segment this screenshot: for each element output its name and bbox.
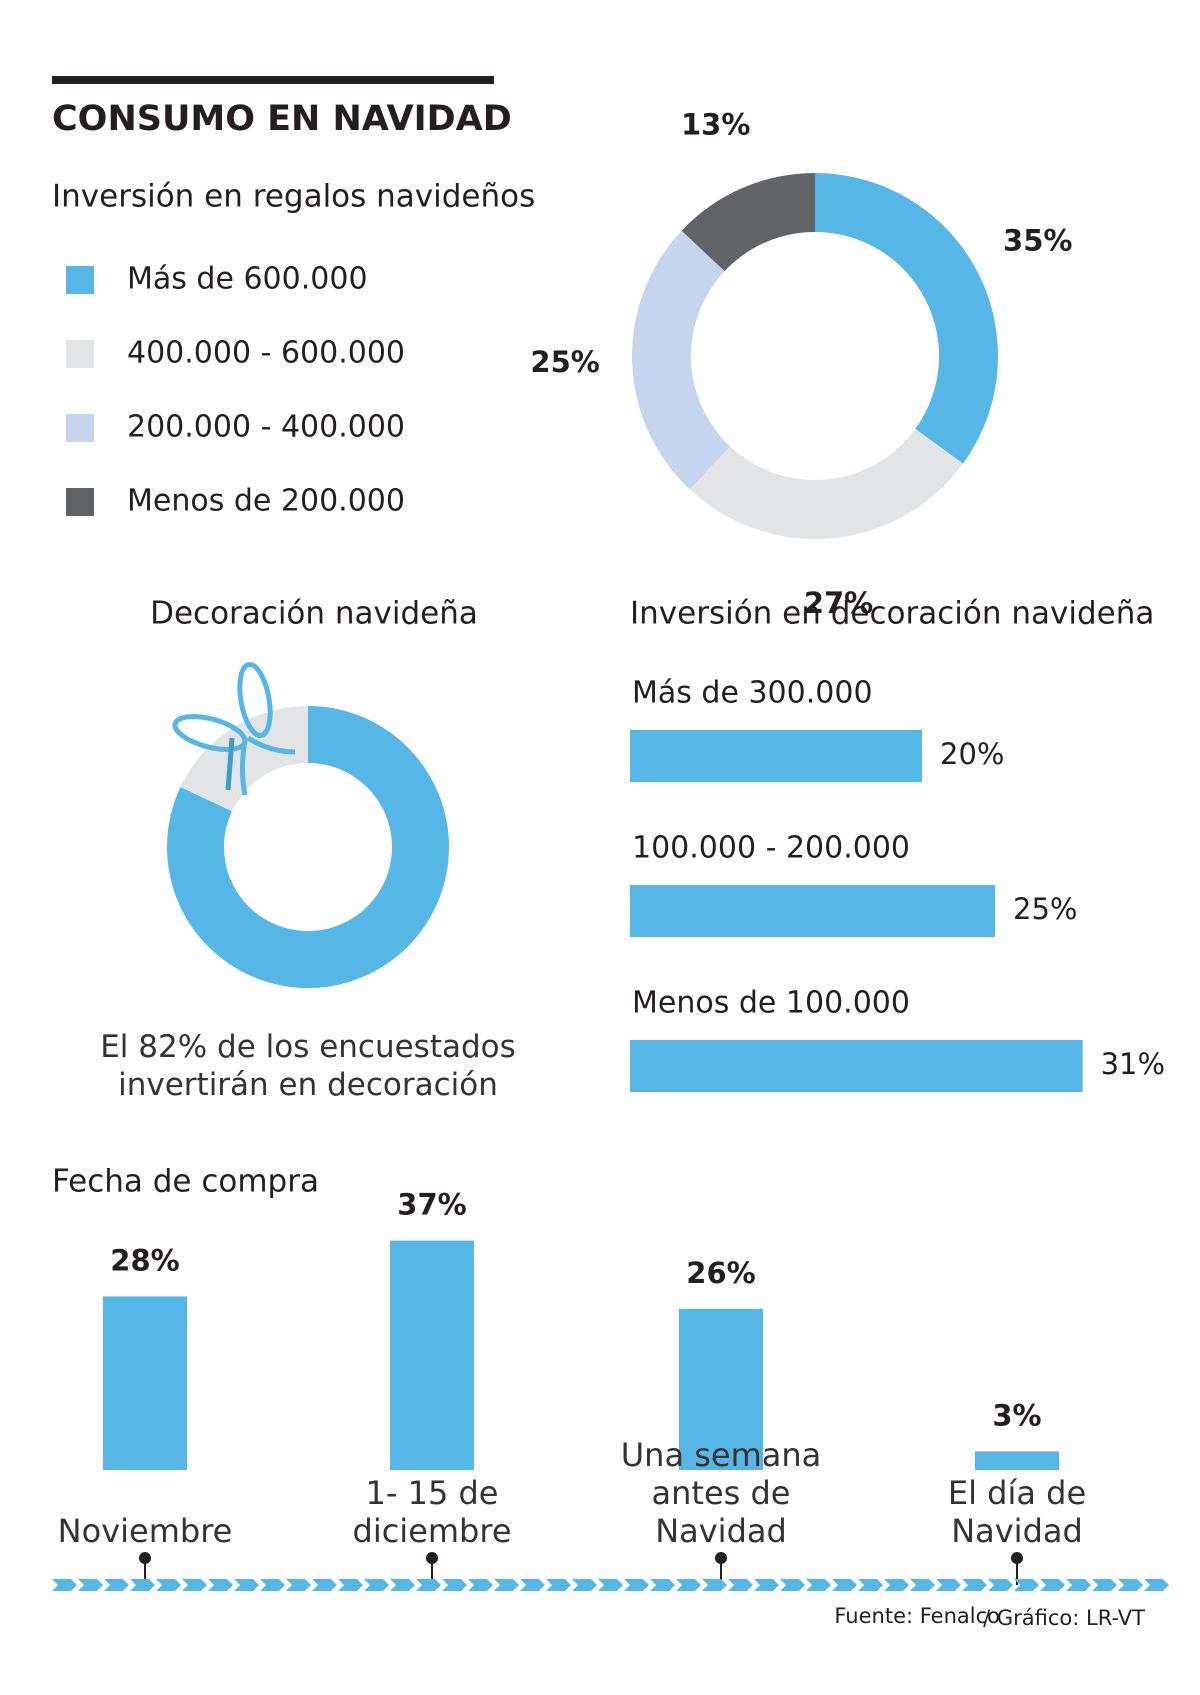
timeline-chevron [1118, 1579, 1143, 1591]
category-label: Una semana antes de Navidad [620, 1436, 822, 1550]
timeline-chevron [468, 1579, 493, 1591]
donut-segment [681, 173, 815, 272]
timeline-chevron [78, 1579, 103, 1591]
timeline-chevron [442, 1579, 467, 1591]
value-label: 13% [681, 108, 750, 142]
timeline-chevron [364, 1579, 389, 1591]
footer-source: Fuente: Fenalco [834, 1604, 1000, 1628]
legend-swatch [66, 414, 94, 442]
bar [679, 1308, 763, 1470]
timeline-chevron [1014, 1579, 1039, 1591]
timeline-chevron [858, 1579, 883, 1591]
chart-title: Fecha de compra [52, 1164, 319, 1200]
category-label: Más de 300.000 [632, 676, 873, 711]
timeline-chevron [1040, 1579, 1065, 1591]
timeline-chevron [208, 1579, 233, 1591]
timeline-chevron [1144, 1579, 1169, 1591]
timeline-chevron [156, 1579, 181, 1591]
value-label: 3% [992, 1398, 1041, 1432]
timeline-pin-head [139, 1552, 151, 1564]
value-label: 31% [1101, 1047, 1165, 1081]
category-label: 1- 15 de diciembre [352, 1474, 512, 1550]
timeline-chevron [312, 1579, 337, 1591]
timeline-chevron [546, 1579, 571, 1591]
timeline-chevron [598, 1579, 623, 1591]
timeline-chevron [520, 1579, 545, 1591]
chart-title: Inversión en regalos navideños [52, 179, 535, 215]
timeline-chevron [572, 1579, 597, 1591]
donut [632, 173, 998, 539]
legend-swatch [66, 266, 94, 294]
timeline-chevron [936, 1579, 961, 1591]
chart-title: Decoración navideña [150, 596, 478, 632]
timeline-chevron [962, 1579, 987, 1591]
timeline-chevron [910, 1579, 935, 1591]
timeline-chevron [676, 1579, 701, 1591]
bar [630, 885, 995, 937]
bar [390, 1240, 474, 1470]
legend-swatch [66, 340, 94, 368]
legend-label: 400.000 - 600.000 [127, 336, 405, 371]
legend-label: 200.000 - 400.000 [127, 410, 405, 445]
timeline-chevron [780, 1579, 805, 1591]
timeline-chevron [260, 1579, 285, 1591]
bar [103, 1296, 187, 1470]
value-label: 20% [940, 737, 1004, 771]
bar [630, 1040, 1083, 1092]
timeline-chevron [182, 1579, 207, 1591]
header-title: CONSUMO EN NAVIDAD [52, 99, 512, 139]
timeline-chevron [390, 1579, 415, 1591]
value-label: 37% [397, 1188, 466, 1222]
timeline-chevron [884, 1579, 909, 1591]
donut-segment [167, 706, 450, 989]
legend-label: Más de 600.000 [127, 262, 368, 297]
timeline-chevron [806, 1579, 831, 1591]
annotation: El 82% de los encuestados invertirán en … [100, 1029, 516, 1103]
timeline-pin-head [1011, 1552, 1023, 1564]
value-label: 27% [804, 586, 873, 620]
value-label: 25% [1013, 892, 1077, 926]
bar [630, 730, 922, 782]
bar [975, 1451, 1059, 1470]
value-label: 28% [110, 1243, 179, 1277]
timeline-chevron [286, 1579, 311, 1591]
timeline-chevron [104, 1579, 129, 1591]
value-label: 26% [686, 1256, 755, 1290]
timeline-chevron [624, 1579, 649, 1591]
bow [172, 661, 296, 796]
timeline-chevron [52, 1579, 77, 1591]
header-rule [52, 76, 494, 84]
timeline-pin-head [426, 1552, 438, 1564]
donut-segment [815, 173, 998, 464]
timeline-chevron [130, 1579, 155, 1591]
timeline-chevron [494, 1579, 519, 1591]
timeline-chevron [988, 1579, 1013, 1591]
timeline-chevron [416, 1579, 441, 1591]
category-label: 100.000 - 200.000 [632, 831, 910, 866]
value-label: 35% [1003, 224, 1072, 258]
timeline-chevron [1092, 1579, 1117, 1591]
timeline-chevron [234, 1579, 259, 1591]
timeline-pin-head [715, 1552, 727, 1564]
timeline-chevron [650, 1579, 675, 1591]
donut-segment [689, 428, 964, 539]
legend-swatch [66, 488, 94, 516]
chart-title: Inversión en decoración navideña [630, 596, 1154, 632]
timeline-chevron [832, 1579, 857, 1591]
timeline-chevron [1066, 1579, 1091, 1591]
category-label: El día de Navidad [947, 1474, 1087, 1550]
legend-label: Menos de 200.000 [127, 484, 405, 519]
category-label: Noviembre [57, 1512, 233, 1550]
value-label: 25% [530, 345, 599, 379]
timeline-chevron [728, 1579, 753, 1591]
footer-credit: / Gráfico: LR-VT [983, 1606, 1145, 1630]
category-label: Menos de 100.000 [632, 986, 910, 1021]
timeline-chevron [702, 1579, 727, 1591]
donut-segment [632, 230, 731, 490]
timeline-chevron [754, 1579, 779, 1591]
timeline-chevron [338, 1579, 363, 1591]
